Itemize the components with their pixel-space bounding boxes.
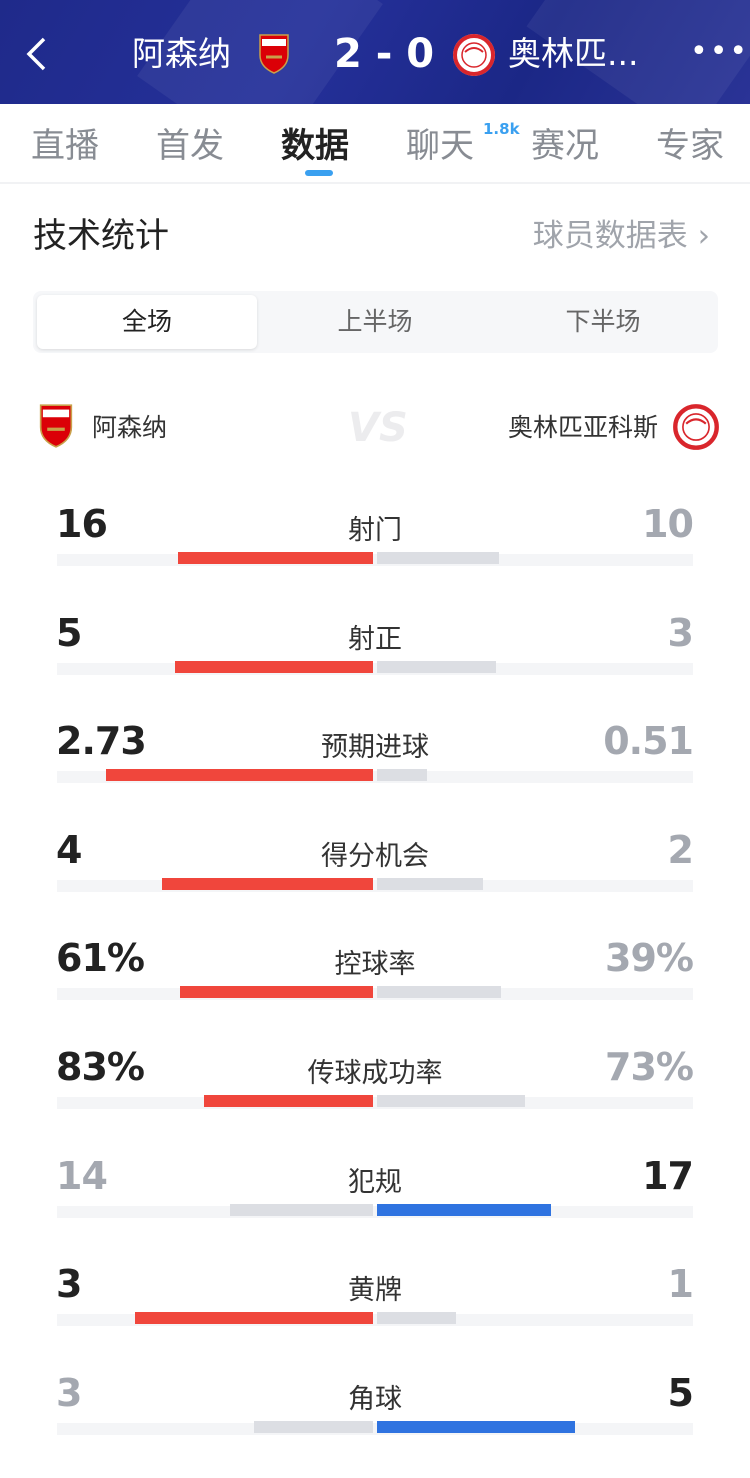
ellipsis-icon[interactable]: ••• xyxy=(690,34,750,69)
away-stat-bar xyxy=(377,986,501,999)
stat-row: 16 射门 10 xyxy=(0,500,750,609)
stat-row: 5 射正 3 xyxy=(0,609,750,718)
tab-events[interactable]: 赛况 xyxy=(531,126,599,166)
stat-track xyxy=(57,1205,693,1218)
away-stat-value: 39% xyxy=(605,936,694,981)
stat-track xyxy=(57,1097,693,1109)
tab-live[interactable]: 直播 xyxy=(31,126,99,166)
away-stat-bar xyxy=(377,877,483,890)
stat-label: 传球成功率 xyxy=(307,1058,443,1089)
home-stat-value: 61% xyxy=(56,936,145,981)
home-stat-value: 3 xyxy=(56,1370,82,1415)
home-stat-value: 14 xyxy=(56,1153,108,1198)
away-stat-value: 17 xyxy=(642,1153,694,1198)
stat-track xyxy=(57,554,693,566)
home-stat-bar xyxy=(177,552,373,564)
away-team-label: 奥林匹亚科斯 xyxy=(507,413,658,442)
home-stat-value: 2.73 xyxy=(56,719,147,764)
stat-track xyxy=(57,662,693,675)
home-stat-bar xyxy=(254,1420,373,1433)
olympiacos-crest-icon xyxy=(453,34,495,76)
away-stat-value: 5 xyxy=(667,1370,694,1415)
chevron-right-icon: › xyxy=(687,218,710,254)
away-stat-value: 0.51 xyxy=(603,719,694,764)
home-team-name[interactable]: 阿森纳 xyxy=(132,34,231,73)
stat-row: 61% 控球率 39% xyxy=(0,934,750,1043)
away-stat-bar xyxy=(377,1420,576,1433)
home-stat-value: 4 xyxy=(56,827,82,872)
home-stat-value: 3 xyxy=(56,1262,82,1307)
stat-label: 控球率 xyxy=(334,949,416,981)
stat-track xyxy=(57,1422,693,1435)
stat-label: 黄牌 xyxy=(348,1275,402,1307)
away-stat-bar xyxy=(377,769,427,782)
stat-label: 得分机会 xyxy=(321,840,429,872)
tab-chat[interactable]: 聊天 xyxy=(406,126,474,166)
home-stat-bar xyxy=(179,986,373,999)
away-stat-bar xyxy=(377,1312,457,1325)
arsenal-crest-icon xyxy=(259,34,289,74)
stat-track xyxy=(57,988,693,1001)
home-team-label: 阿森纳 xyxy=(92,413,168,442)
olympiacos-crest-icon xyxy=(673,404,719,450)
home-stat-value: 5 xyxy=(56,610,82,655)
home-stat-bar xyxy=(161,877,373,890)
period-selector: 全场 上半场 下半场 xyxy=(33,291,718,353)
home-stat-value: 83% xyxy=(56,1045,145,1089)
stat-label: 犯规 xyxy=(348,1166,402,1198)
stat-row: 4 得分机会 2 xyxy=(0,826,750,935)
stat-label: 射门 xyxy=(348,515,402,546)
home-stat-value: 16 xyxy=(56,502,108,546)
away-stat-bar xyxy=(377,552,499,564)
stat-track xyxy=(57,879,693,892)
away-stat-value: 3 xyxy=(667,610,694,655)
tab-stats[interactable]: 数据 xyxy=(281,126,349,166)
stat-label: 角球 xyxy=(348,1383,402,1415)
home-stat-bar xyxy=(105,769,373,782)
away-stat-value: 1 xyxy=(667,1262,694,1307)
away-stat-bar xyxy=(377,1203,551,1216)
home-stat-bar xyxy=(174,660,373,673)
away-stat-value: 10 xyxy=(642,502,694,546)
player-stats-link-label: 球员数据表 xyxy=(532,218,688,254)
stat-row: 2.73 预期进球 0.51 xyxy=(0,717,750,826)
period-full[interactable]: 全场 xyxy=(37,295,257,349)
away-stat-value: 2 xyxy=(667,827,694,872)
tab-lineup[interactable]: 首发 xyxy=(156,126,224,166)
section-title: 技术统计 xyxy=(33,216,169,256)
tab-experts[interactable]: 专家 xyxy=(656,126,724,166)
away-stat-bar xyxy=(377,660,496,673)
match-score: 2 - 0 xyxy=(334,31,435,77)
stat-row: 3 黄牌 1 xyxy=(0,1260,750,1369)
active-tab-indicator xyxy=(305,170,333,176)
vs-logo: VS xyxy=(348,405,408,451)
home-stat-bar xyxy=(229,1203,373,1216)
tab-bar: 直播 首发 数据 聊天 赛况 专家 xyxy=(0,104,750,184)
stat-row: 83% 传球成功率 73% xyxy=(0,1043,750,1152)
arsenal-crest-icon xyxy=(39,404,73,448)
away-team-name[interactable]: 奥林匹... xyxy=(508,34,639,73)
away-stat-value: 73% xyxy=(605,1045,694,1089)
period-second-half[interactable]: 下半场 xyxy=(565,307,641,336)
away-stat-bar xyxy=(377,1095,526,1107)
stat-label: 射正 xyxy=(348,623,402,655)
stat-row: 14 犯规 17 xyxy=(0,1152,750,1261)
period-first-half[interactable]: 上半场 xyxy=(337,307,413,336)
stat-row: 3 角球 5 xyxy=(0,1369,750,1478)
chevron-left-icon[interactable] xyxy=(24,36,50,72)
home-stat-bar xyxy=(204,1095,373,1107)
stat-label: 预期进球 xyxy=(321,732,429,764)
home-stat-bar xyxy=(135,1312,373,1325)
match-header: 阿森纳 2 - 0 奥林匹... ••• xyxy=(0,0,750,104)
chat-count-badge: 1.8k xyxy=(483,120,520,138)
player-stats-link[interactable]: 球员数据表 › xyxy=(533,214,710,258)
